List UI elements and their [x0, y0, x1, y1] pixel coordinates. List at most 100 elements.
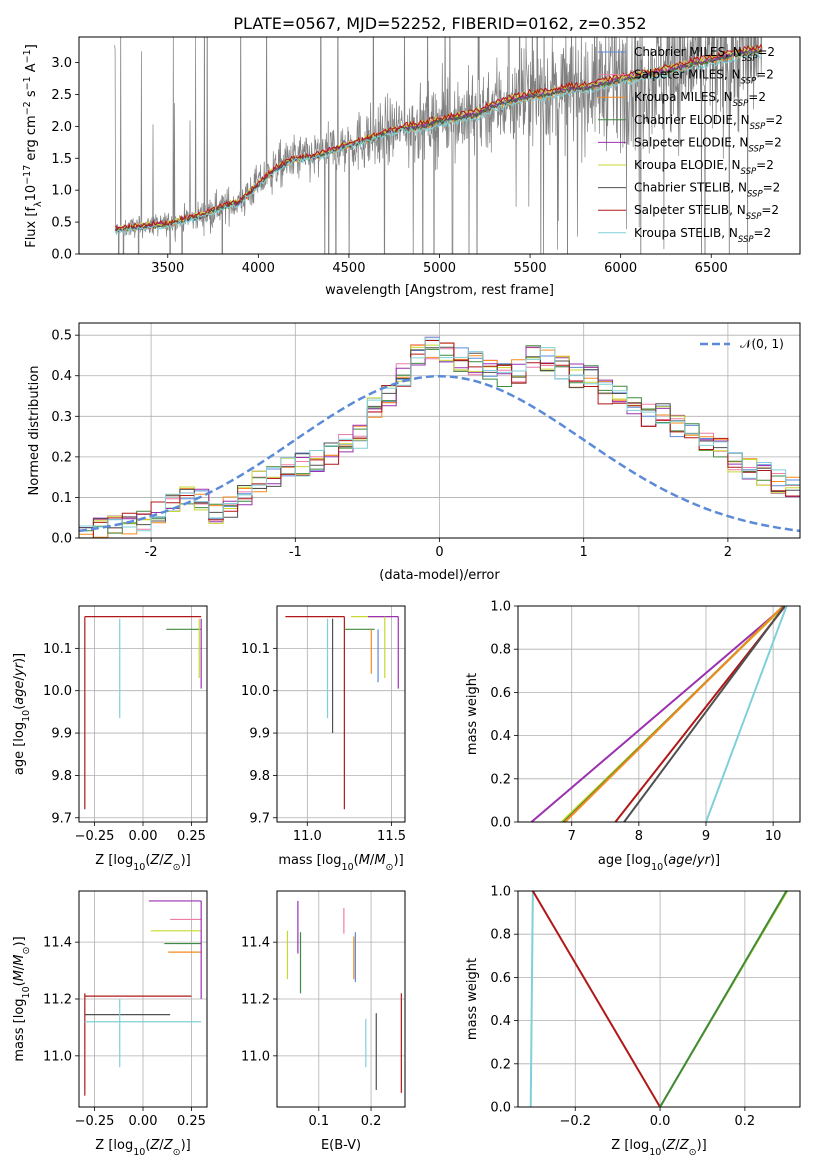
spectrum-axes: 3500 4000 4500 5000 5500 6000 6500 0.0 0.5 1.0 1.5…	[51, 37, 763, 276]
age-vs-Z-ytick-label: 9.9	[51, 727, 72, 742]
spectrum-xtick-label: 5500	[514, 261, 547, 276]
age-vs-mass-xtick-label: 11.0	[293, 829, 322, 844]
cdf-age-line	[623, 606, 786, 822]
cdf-age-line	[564, 606, 784, 822]
spectrum-data-line	[113, 37, 763, 254]
age-vs-Z-ytick-label: 9.8	[51, 769, 72, 784]
cdf-Z-xtick-label: −0.2	[559, 1114, 591, 1129]
cdf-Z-ytick-label: 0.6	[490, 971, 511, 986]
cdf-age-xtick-label: 10	[765, 829, 782, 844]
cdf-age-ylabel: mass weight	[465, 673, 480, 755]
age-vs-Z-frame	[78, 605, 208, 823]
age-vs-Z-xtick-label: 0.25	[177, 829, 206, 844]
gaussian-reference-line	[79, 374, 800, 533]
spectrum-ytick-label: 2.5	[51, 88, 72, 103]
cdf-Z-marks	[529, 891, 789, 1107]
cdf-Z-ylabel: mass weight	[465, 958, 480, 1040]
cdf-age-ytick-label: 0.4	[490, 729, 511, 744]
cdf-age-line	[530, 606, 786, 822]
residuals-xlabel: (data-model)/error	[379, 568, 500, 583]
cdf-age-marks	[530, 606, 788, 822]
cdf-Z-ytick-label: 1.0	[490, 885, 511, 900]
age-vs-mass-ytick-label: 9.7	[249, 811, 270, 826]
residuals-xtick-label: 0	[435, 545, 443, 560]
age-vs-mass-axes: 11.0 11.5 9.7 9.8 9.9 10.0 10.1	[241, 606, 406, 844]
mass-vs-EBV-axes: 0.1 0.2 11.0 11.2 11.4	[241, 891, 405, 1129]
mass-vs-Z-marks	[84, 900, 202, 1096]
cdf-Z-line	[529, 891, 534, 1107]
spectrum-model-line	[115, 43, 763, 231]
age-vs-mass-marks	[285, 615, 399, 810]
legend-entry: Chabrier ELODIE, NSSP=2	[634, 113, 783, 132]
mass-vs-Z-ytick-label: 11.0	[43, 1049, 72, 1064]
residuals-axes: -2 -1 0 1 2 0.0 0.1 0.2 0.3 0.4 0.5	[51, 323, 800, 560]
age-vs-mass-ytick-label: 9.9	[249, 727, 270, 742]
cdf-Z-line	[659, 891, 788, 1107]
spectrum-xtick-label: 4500	[332, 261, 365, 276]
residuals-xtick-label: -2	[145, 545, 158, 560]
cdf-age-frame	[517, 605, 801, 823]
spectrum-xtick-label: 5000	[423, 261, 456, 276]
spectrum-xtick-label: 4000	[242, 261, 275, 276]
cdf-Z-ytick-label: 0.0	[490, 1101, 511, 1116]
residuals-xtick-label: -1	[289, 545, 302, 560]
spectrum-legend: Chabrier MILES, NSSP=2 Salpeter MILES, NS…	[598, 45, 783, 245]
mass-vs-EBV-xlabel: E(B-V)	[321, 1138, 361, 1153]
cdf-age-ytick-label: 1.0	[490, 600, 511, 615]
spectrum-xtick-label: 6500	[695, 261, 728, 276]
spectrum-xtick-label: 6000	[604, 261, 637, 276]
legend-entry: Salpeter ELODIE, NSSP=2	[634, 135, 782, 154]
age-vs-mass-frame	[276, 605, 406, 823]
spectrum-ytick-label: 3.0	[51, 56, 72, 71]
residuals-ytick-label: 0.2	[51, 450, 72, 465]
mass-vs-Z-xtick-label: −0.25	[75, 1114, 115, 1129]
residuals-ytick-label: 0.3	[51, 410, 72, 425]
residuals-marks	[79, 336, 800, 538]
plot-layer: 3500 4000 4500 5000 5500 6000 6500 0.0 0.5 1.0 1.5…	[12, 36, 801, 1158]
residuals-xtick-label: 1	[580, 545, 588, 560]
cdf-Z-ytick-label: 0.8	[490, 928, 511, 943]
mass-vs-EBV-ytick-label: 11.2	[241, 993, 270, 1008]
mass-vs-EBV-xtick-label: 0.2	[361, 1114, 382, 1129]
cdf-Z-xtick-label: 0.0	[650, 1114, 671, 1129]
age-vs-Z-axes: −0.25 0.00 0.25 9.7 9.8 9.9 10.0 10.1	[43, 606, 207, 844]
legend-entry: Salpeter STELIB, NSSP=2	[634, 203, 779, 222]
age-vs-Z-ytick-label: 9.7	[51, 811, 72, 826]
mass-vs-EBV-marks	[286, 900, 402, 1093]
cdf-age-ytick-label: 0.2	[490, 772, 511, 787]
cdf-Z-axes: −0.2 0.0 0.2 0.0 0.2 0.4 0.6 0.8 1.0	[490, 885, 800, 1129]
age-vs-Z-xlabel: Z [log10(Z/Z⊙)]	[95, 853, 190, 873]
age-vs-mass-ytick-label: 10.0	[241, 684, 270, 699]
spectrum-ytick-label: 0.0	[51, 248, 72, 263]
mass-vs-Z-frame	[78, 890, 208, 1108]
age-vs-mass-ytick-label: 10.1	[241, 642, 270, 657]
cdf-age-xtick-label: 7	[568, 829, 576, 844]
mass-vs-Z-ytick-label: 11.2	[43, 993, 72, 1008]
age-vs-Z-ylabel: age [log10(age/yr)]	[12, 653, 32, 775]
cdf-Z-line	[531, 891, 661, 1107]
age-vs-Z-xtick-label: 0.00	[129, 829, 158, 844]
residuals-xtick-label: 2	[724, 545, 732, 560]
cdf-Z-ytick-label: 0.2	[490, 1057, 511, 1072]
cdf-age-xlabel: age [log10(age/yr)]	[598, 853, 720, 873]
mass-vs-Z-xlabel: Z [log10(Z/Z⊙)]	[95, 1138, 190, 1158]
legend-entry: Kroupa ELODIE, NSSP=2	[634, 158, 774, 177]
legend-entry: Kroupa STELIB, NSSP=2	[634, 226, 771, 245]
legend-entry: 𝒩(0, 1)	[740, 337, 784, 351]
spectrum-ylabel: Flux [fλ10−17 erg cm−2 s−1 A−1]	[22, 44, 44, 248]
residuals-ytick-label: 0.4	[51, 369, 72, 384]
cdf-age-ytick-label: 0.6	[490, 686, 511, 701]
histogram-step	[79, 337, 800, 538]
age-vs-Z-ytick-label: 10.1	[43, 642, 72, 657]
mass-vs-Z-ylabel: mass [log10(M/M⊙)]	[12, 936, 32, 1061]
spectrum-frame	[78, 36, 801, 255]
age-vs-Z-ytick-label: 10.0	[43, 684, 72, 699]
mass-vs-Z-xtick-label: 0.00	[129, 1114, 158, 1129]
spectrum-ytick-label: 2.0	[51, 120, 72, 135]
spectrum-model-line	[114, 52, 763, 236]
cdf-age-line	[705, 606, 788, 822]
age-vs-Z-marks	[84, 615, 202, 810]
mass-vs-EBV-xtick-label: 0.1	[308, 1114, 329, 1129]
residuals-frame	[78, 322, 801, 539]
